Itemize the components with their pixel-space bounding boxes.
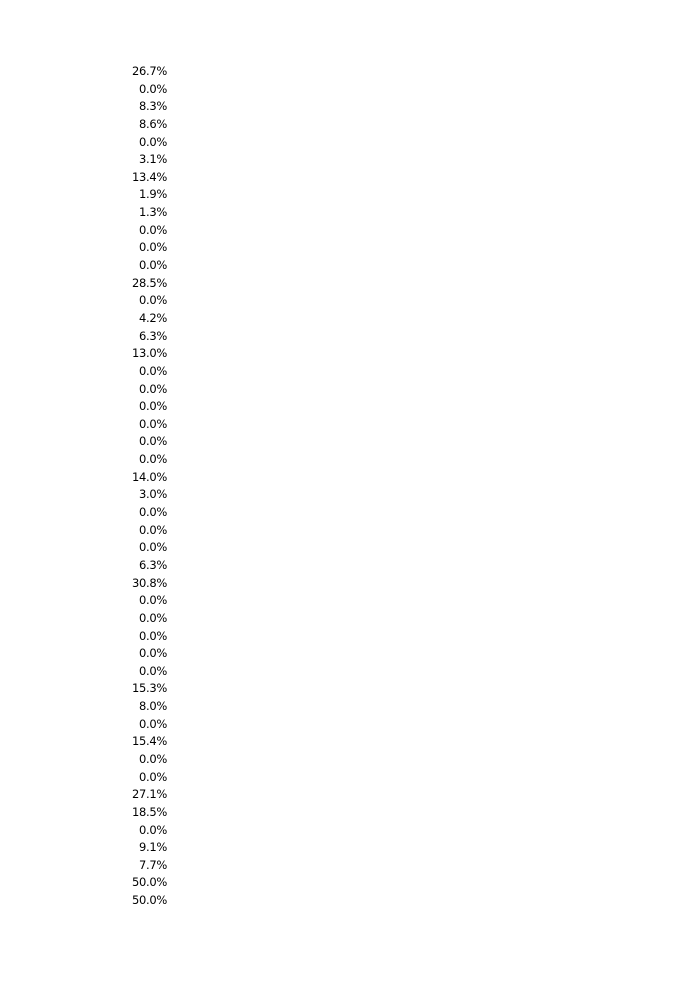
percentage-cell: 8.0% (138, 699, 167, 714)
percentage-cell: 28.5% (131, 275, 167, 290)
percentage-cell: 0.0% (138, 222, 167, 237)
percentage-cell: 1.3% (138, 205, 167, 220)
percentage-cell: 0.0% (138, 134, 167, 149)
percentage-cell: 0.0% (138, 540, 167, 555)
percentage-cell: 30.8% (131, 575, 167, 590)
percentage-cell: 0.0% (138, 258, 167, 273)
percentage-cell: 0.0% (138, 522, 167, 537)
percentage-cell: 0.0% (138, 646, 167, 661)
percentage-cell: 7.7% (138, 857, 167, 872)
percentage-cell: 0.0% (138, 628, 167, 643)
percentage-cell: 13.4% (131, 169, 167, 184)
percentage-cell: 0.0% (138, 381, 167, 396)
percentage-cell: 4.2% (138, 310, 167, 325)
percentage-cell: 8.6% (138, 116, 167, 131)
percentage-cell: 15.3% (131, 681, 167, 696)
percentage-cell: 0.0% (138, 663, 167, 678)
percentage-cell: 0.0% (138, 293, 167, 308)
percentage-cell: 3.1% (138, 152, 167, 167)
percentage-cell: 0.0% (138, 505, 167, 520)
percentage-column: 26.7% 0.0% 8.3% 8.6% 0.0% 3.1% 13.4% 1.9% 1.3% 0.… (100, 63, 167, 910)
percentage-cell: 0.0% (138, 434, 167, 449)
percentage-cell: 15.4% (131, 734, 167, 749)
percentage-cell: 0.0% (138, 769, 167, 784)
percentage-cell: 0.0% (138, 416, 167, 431)
percentage-cell: 3.0% (138, 487, 167, 502)
percentage-cell: 0.0% (138, 593, 167, 608)
percentage-cell: 0.0% (138, 452, 167, 467)
percentage-cell: 50.0% (131, 893, 167, 908)
percentage-cell: 0.0% (138, 363, 167, 378)
percentage-cell: 18.5% (131, 804, 167, 819)
percentage-cell: 0.0% (138, 240, 167, 255)
percentage-cell: 9.1% (138, 840, 167, 855)
percentage-cell: 0.0% (138, 610, 167, 625)
percentage-cell: 0.0% (138, 716, 167, 731)
percentage-cell: 27.1% (131, 787, 167, 802)
percentage-cell: 0.0% (138, 81, 167, 96)
percentage-cell: 13.0% (131, 346, 167, 361)
percentage-cell: 0.0% (138, 751, 167, 766)
percentage-cell: 8.3% (138, 99, 167, 114)
percentage-cell: 0.0% (138, 822, 167, 837)
percentage-cell: 0.0% (138, 399, 167, 414)
percentage-cell: 1.9% (138, 187, 167, 202)
percentage-cell: 50.0% (131, 875, 167, 890)
percentage-cell: 26.7% (131, 64, 167, 78)
percentage-cell: 6.3% (138, 557, 167, 572)
percentage-cell: 6.3% (138, 328, 167, 343)
percentage-cell: 14.0% (131, 469, 167, 484)
